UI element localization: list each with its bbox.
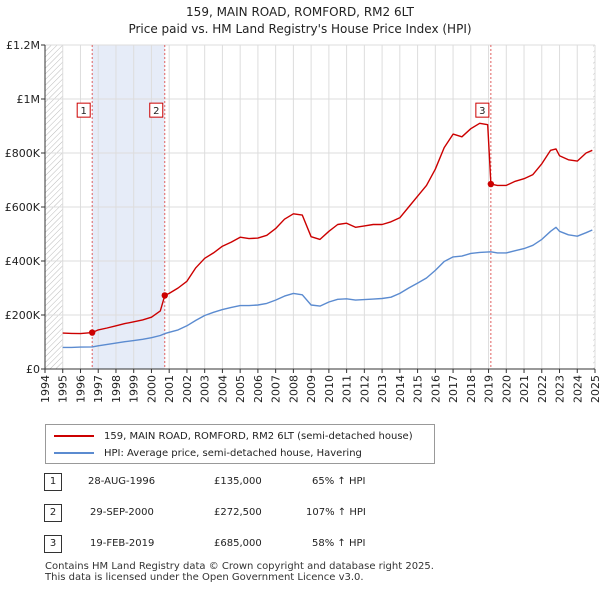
title-line-1: 159, MAIN ROAD, ROMFORD, RM2 6LT — [186, 5, 414, 19]
sale-row: 2 29-SEP-2000 £272,500 107% ↑ HPI — [44, 504, 444, 524]
y-tick-label: £200K — [5, 309, 41, 322]
x-tick-label: 2011 — [341, 375, 354, 403]
x-tick-label: 2017 — [447, 375, 460, 403]
property-price-line — [62, 122, 593, 335]
x-tick-label: 2024 — [571, 375, 584, 403]
legend: 159, MAIN ROAD, ROMFORD, RM2 6LT (semi-d… — [45, 424, 435, 464]
x-tick-label: 2006 — [252, 375, 265, 403]
y-tick-label: £600K — [5, 201, 41, 214]
x-tick-label: 2004 — [216, 375, 229, 403]
sale-hpi-change: 107% ↑ HPI — [306, 507, 366, 518]
hpi-line — [62, 226, 593, 349]
legend-item-property: 159, MAIN ROAD, ROMFORD, RM2 6LT (semi-d… — [54, 428, 413, 444]
x-tick-label: 2009 — [305, 375, 318, 403]
x-tick-label: 2015 — [412, 375, 425, 403]
sale-row: 3 19-FEB-2019 £685,000 58% ↑ HPI — [44, 535, 444, 555]
price-chart: 1 2 3 £0 £200K £400K £600K £800K £1M £1.2M 1994 19… — [5, 39, 600, 403]
chart-title: 159, MAIN ROAD, ROMFORD, RM2 6LT Price p… — [0, 4, 600, 38]
x-tick-label: 1996 — [74, 375, 87, 403]
x-tick-label: 2003 — [199, 375, 212, 403]
sale-label-text: 2 — [153, 106, 159, 117]
sale-hpi-change: 65% ↑ HPI — [312, 476, 366, 487]
sale-label-box — [76, 102, 91, 118]
x-tick-label: 2021 — [518, 375, 531, 403]
sale-point — [487, 180, 495, 188]
x-tick-label: 2008 — [287, 375, 300, 403]
y-tick-label: £1M — [17, 93, 41, 106]
sale-label-box — [475, 102, 490, 118]
footer-licence: This data is licensed under the Open Gov… — [45, 572, 364, 583]
legend-line-property — [54, 435, 94, 437]
x-tick-label: 2019 — [483, 375, 496, 403]
sale-label-text: 1 — [81, 106, 87, 117]
x-tick-label: 2014 — [394, 375, 407, 403]
x-tick-label: 2020 — [500, 375, 513, 403]
sale-point — [161, 292, 168, 299]
x-tick-label: 2001 — [163, 375, 176, 403]
legend-line-hpi — [54, 452, 94, 454]
x-tick-label: 2016 — [429, 375, 442, 403]
sale-number: 2 — [44, 504, 62, 522]
y-tick-label: £0 — [26, 363, 40, 376]
legend-label-property: 159, MAIN ROAD, ROMFORD, RM2 6LT (semi-d… — [104, 430, 413, 442]
x-tick-label: 2002 — [181, 375, 194, 403]
x-tick-label: 2005 — [234, 375, 247, 403]
x-tick-label: 2018 — [465, 375, 478, 403]
x-tick-label: 1998 — [110, 375, 123, 403]
x-tick-label: 2023 — [554, 375, 567, 403]
x-tick-label: 2025 — [589, 375, 600, 403]
x-tick-label: 2000 — [145, 375, 158, 403]
sale-number: 3 — [44, 535, 62, 553]
sale-price: £272,500 — [214, 507, 262, 518]
y-tick-label: £1.2M — [6, 39, 40, 52]
sale-point — [88, 329, 96, 336]
x-tick-label: 1995 — [57, 375, 70, 403]
sale-hpi-change: 58% ↑ HPI — [312, 538, 366, 549]
x-tick-label: 1999 — [128, 375, 141, 403]
sale-price: £685,000 — [214, 538, 262, 549]
x-tick-label: 1994 — [39, 375, 52, 403]
sale-price: £135,000 — [214, 476, 262, 487]
sale-date: 29-SEP-2000 — [90, 507, 154, 518]
legend-item-hpi: HPI: Average price, semi-detached house,… — [54, 445, 362, 461]
x-tick-label: 2022 — [536, 375, 549, 403]
x-tick-label: 2012 — [358, 375, 371, 403]
title-line-2: Price paid vs. HM Land Registry's House … — [128, 22, 472, 36]
x-tick-label: 1997 — [92, 375, 105, 403]
y-tick-label: £800K — [5, 147, 41, 160]
sale-label-text: 3 — [479, 106, 485, 117]
footer: Contains HM Land Registry data © Crown c… — [45, 561, 434, 583]
sale-date: 28-AUG-1996 — [88, 476, 156, 487]
x-tick-label: 2007 — [270, 375, 283, 403]
sale-label-box — [149, 102, 164, 118]
x-tick-label: 2013 — [376, 375, 389, 403]
x-tick-label: 2010 — [323, 375, 336, 403]
sale-row: 1 28-AUG-1996 £135,000 65% ↑ HPI — [44, 473, 444, 493]
legend-label-hpi: HPI: Average price, semi-detached house,… — [104, 447, 362, 459]
sale-number: 1 — [44, 473, 62, 491]
y-tick-label: £400K — [5, 255, 41, 268]
sale-date: 19-FEB-2019 — [90, 538, 155, 549]
footer-copyright: Contains HM Land Registry data © Crown c… — [45, 561, 434, 572]
